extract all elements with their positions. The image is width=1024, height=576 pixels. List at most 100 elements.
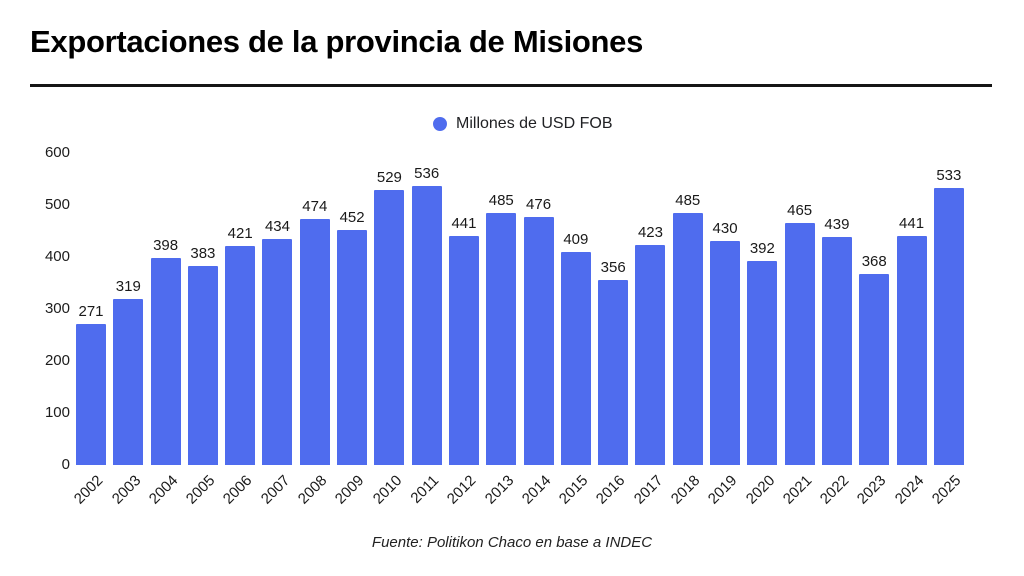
bar-group: 485 2018 <box>668 192 704 508</box>
y-axis-tick-label: 400 <box>44 248 70 265</box>
x-axis-tick-label: 2007 <box>257 472 294 508</box>
x-axis-tick-label: 2005 <box>182 472 219 508</box>
y-axis-tick-label: 0 <box>61 456 70 473</box>
bar <box>262 239 293 465</box>
x-axis-tick-label: 2012 <box>443 472 480 508</box>
bar-value-label: 356 <box>600 259 626 276</box>
y-axis-tick-label: 300 <box>44 300 70 317</box>
bar-group: 452 2009 <box>332 209 368 508</box>
bar-group: 439 2022 <box>817 216 853 508</box>
y-axis: 0 100 200 300 400 500 600 <box>20 144 70 473</box>
bar-value-label: 398 <box>153 237 179 254</box>
bar-group: 533 2025 <box>929 167 965 508</box>
bar-group: 368 2023 <box>854 253 890 508</box>
bar <box>150 258 181 465</box>
bar <box>672 213 703 465</box>
x-axis-tick-label: 2021 <box>779 472 816 508</box>
source-note: Fuente: Politikon Chaco en base a INDEC <box>371 534 653 551</box>
bar-group: 383 2005 <box>183 245 219 508</box>
bar-group: 434 2007 <box>257 218 293 508</box>
bar-value-label: 421 <box>227 225 253 242</box>
legend-swatch-icon <box>433 117 447 131</box>
plot-area: 271 2002 319 2003 398 2004 383 2005 421 2006 434 20… <box>71 145 965 508</box>
bar <box>635 245 666 465</box>
bar-group: 423 2017 <box>630 224 666 508</box>
bar-value-label: 434 <box>264 218 290 235</box>
bar <box>523 217 554 465</box>
bar-value-label: 271 <box>78 303 104 320</box>
y-axis-tick-label: 200 <box>44 352 70 369</box>
bar <box>560 252 591 465</box>
bar-group: 485 2013 <box>481 192 517 508</box>
bar-value-label: 392 <box>749 240 775 257</box>
x-axis-tick-label: 2022 <box>816 472 853 508</box>
y-axis-tick-label: 100 <box>44 404 70 421</box>
bar <box>486 213 517 465</box>
x-axis-tick-label: 2004 <box>145 472 182 508</box>
bar-value-label: 439 <box>824 216 850 233</box>
x-axis-tick-label: 2009 <box>332 472 368 508</box>
bar-group: 430 2019 <box>705 220 741 508</box>
x-axis-tick-label: 2016 <box>593 472 629 508</box>
bar <box>896 236 927 465</box>
bar-value-label: 533 <box>936 167 962 184</box>
x-axis-tick-label: 2023 <box>854 472 890 508</box>
y-axis-tick-label: 500 <box>44 196 70 213</box>
x-axis-tick-label: 2011 <box>407 472 443 507</box>
x-axis-tick-label: 2010 <box>369 472 406 508</box>
bar <box>411 186 442 465</box>
bar-group: 392 2020 <box>742 240 778 508</box>
bar-group: 421 2006 <box>220 225 256 508</box>
bar <box>187 266 218 465</box>
x-axis-tick-label: 2020 <box>742 472 778 508</box>
bar <box>299 219 330 465</box>
x-axis-tick-label: 2018 <box>667 472 704 508</box>
legend-label: Millones de USD FOB <box>456 115 613 132</box>
bar-value-label: 383 <box>190 245 216 262</box>
title-divider <box>30 84 992 87</box>
bar-value-label: 441 <box>899 215 925 232</box>
bar-value-label: 409 <box>563 231 589 248</box>
x-axis-tick-label: 2025 <box>928 472 965 508</box>
legend: Millones de USD FOB <box>433 115 613 133</box>
x-axis-tick-label: 2002 <box>71 472 107 508</box>
bar-value-label: 465 <box>787 202 813 219</box>
bar-group: 271 2002 <box>71 303 107 508</box>
x-axis-tick-label: 2013 <box>481 472 517 508</box>
bar-group: 474 2008 <box>295 198 331 508</box>
bar-value-label: 368 <box>861 253 887 270</box>
x-axis-tick-label: 2019 <box>705 472 741 508</box>
page-title: Exportaciones de la provincia de Misione… <box>30 24 644 59</box>
bar <box>821 237 852 465</box>
bar-value-label: 536 <box>414 165 440 182</box>
x-axis-tick-label: 2017 <box>630 472 667 508</box>
bar-value-label: 529 <box>376 169 402 186</box>
bar <box>374 190 405 465</box>
bar <box>859 274 890 465</box>
bar-group: 319 2003 <box>108 278 144 508</box>
x-axis-tick-label: 2024 <box>891 472 928 508</box>
bar <box>933 188 964 465</box>
bar-value-label: 474 <box>302 198 328 215</box>
x-axis-tick-label: 2015 <box>555 472 592 508</box>
bar-group: 441 2012 <box>444 215 480 508</box>
bar <box>113 299 144 465</box>
x-axis-tick-label: 2008 <box>294 472 331 508</box>
bar-value-label: 441 <box>451 215 477 232</box>
bar <box>747 261 778 465</box>
bar-value-label: 485 <box>675 192 701 209</box>
x-axis-tick-label: 2014 <box>518 472 555 508</box>
y-axis-tick-label: 600 <box>44 144 70 161</box>
bar <box>598 280 629 465</box>
bar <box>784 223 815 465</box>
bar-group: 398 2004 <box>146 237 182 508</box>
bar <box>225 246 256 465</box>
x-axis-tick-label: 2006 <box>220 472 256 508</box>
bar <box>710 241 741 465</box>
bar-value-label: 423 <box>637 224 663 241</box>
bars-row: 271 2002 319 2003 398 2004 383 2005 421 2006 434 20… <box>71 165 965 508</box>
bar-value-label: 485 <box>488 192 514 209</box>
bar-group: 529 2010 <box>369 169 405 508</box>
bar-value-label: 452 <box>339 209 365 226</box>
bar-value-label: 430 <box>712 220 738 237</box>
